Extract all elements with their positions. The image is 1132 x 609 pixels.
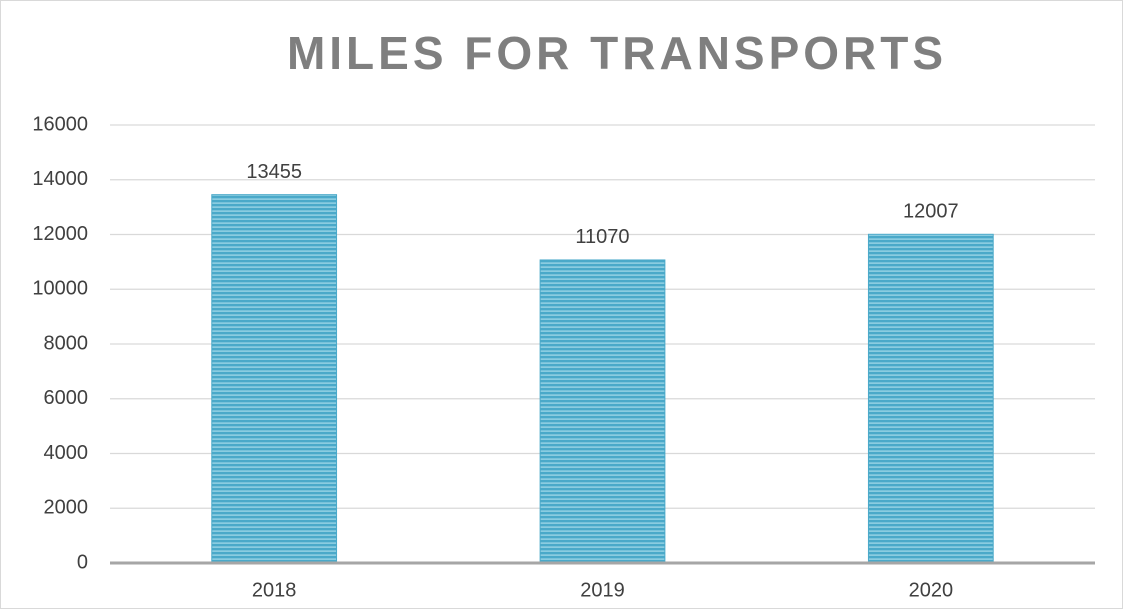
- x-tick-label: 2019: [580, 579, 625, 601]
- y-tick-label: 8000: [44, 332, 89, 354]
- chart-title: MILES FOR TRANSPORTS: [287, 27, 947, 79]
- y-tick-label: 6000: [44, 387, 89, 409]
- data-label: 13455: [246, 161, 302, 183]
- y-tick-label: 2000: [44, 497, 89, 519]
- y-tick-label: 12000: [32, 223, 88, 245]
- y-tick-label: 4000: [44, 442, 89, 464]
- y-tick-label: 10000: [32, 278, 88, 300]
- bar: [539, 259, 666, 564]
- y-tick-label: 16000: [32, 113, 88, 135]
- y-tick-label: 0: [77, 551, 88, 573]
- y-tick-label: 14000: [32, 168, 88, 190]
- data-label: 11070: [575, 226, 629, 248]
- bar: [867, 233, 994, 564]
- x-tick-label: 2020: [909, 579, 954, 601]
- bar: [211, 194, 338, 564]
- x-tick-label: 2018: [252, 579, 297, 601]
- data-label: 12007: [903, 201, 959, 223]
